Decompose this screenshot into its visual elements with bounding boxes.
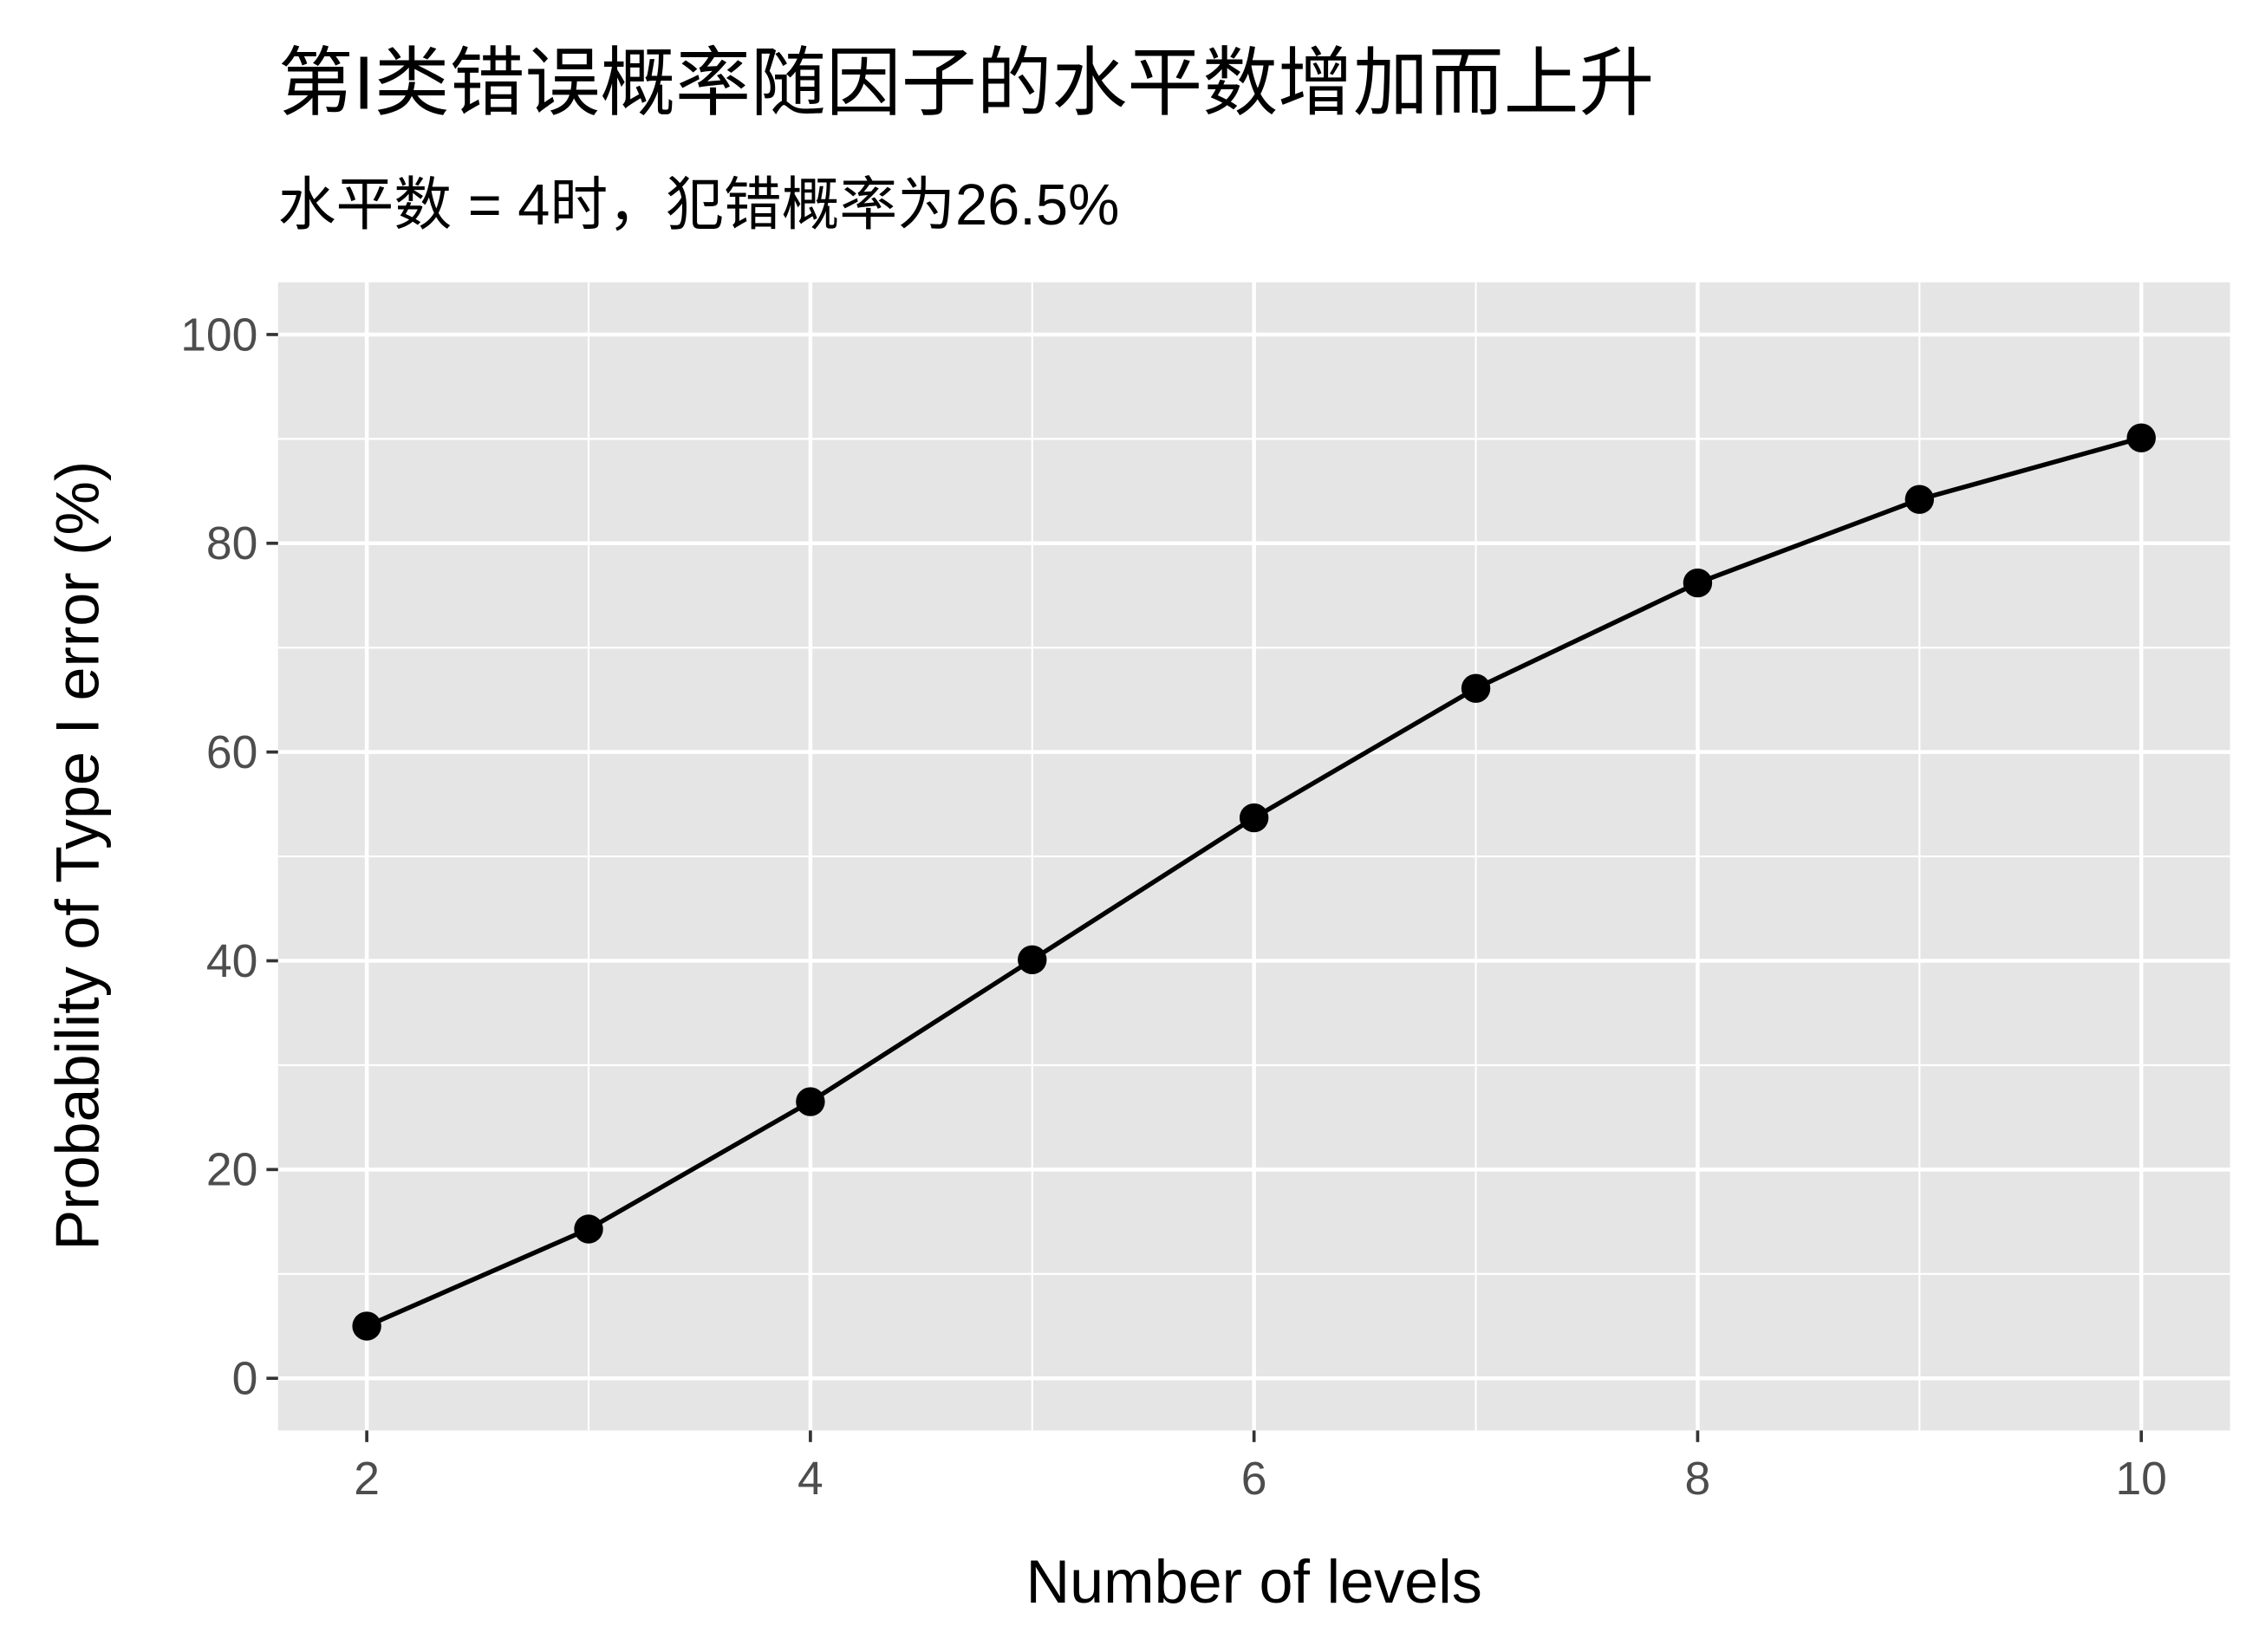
chart-title: 第I类错误概率随因子的水平数增加而上升 — [278, 41, 1655, 125]
point — [796, 1087, 825, 1116]
x-tick-label: 4 — [797, 1454, 824, 1505]
y-tick-label: 40 — [206, 936, 257, 987]
y-tick-label: 0 — [232, 1354, 258, 1405]
x-tick-label: 10 — [2115, 1454, 2166, 1505]
chart-subtitle: 水平数 = 4时，犯错概率为26.5% — [278, 173, 1120, 237]
y-axis-title: Probability of Type I error (%) — [43, 461, 112, 1251]
y-tick-label: 20 — [206, 1145, 257, 1196]
point — [1904, 485, 1935, 514]
y-tick-label: 100 — [180, 309, 257, 361]
y-tick-label: 80 — [206, 518, 257, 569]
x-tick-label: 8 — [1685, 1454, 1711, 1505]
point — [1239, 803, 1269, 833]
point — [352, 1311, 381, 1341]
point — [1018, 945, 1047, 975]
point — [1461, 673, 1491, 703]
point — [1683, 568, 1713, 598]
x-tick-label: 6 — [1241, 1454, 1267, 1505]
point — [574, 1214, 603, 1244]
y-tick-label: 60 — [206, 727, 257, 778]
point — [2126, 423, 2156, 452]
x-axis-title: Number of levels — [1026, 1547, 1482, 1616]
x-tick-label: 2 — [354, 1454, 380, 1505]
